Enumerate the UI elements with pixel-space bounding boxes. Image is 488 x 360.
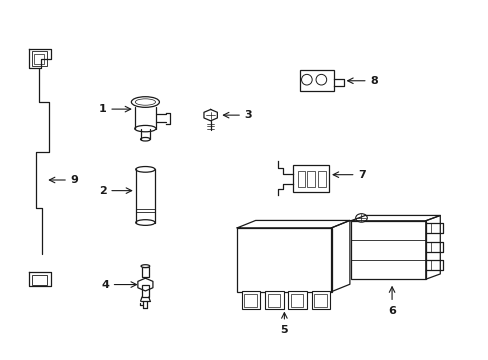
Bar bbox=[142, 285, 148, 297]
Text: 5: 5 bbox=[280, 325, 287, 335]
Text: 9: 9 bbox=[70, 175, 78, 185]
Bar bbox=[265, 291, 283, 309]
Text: 4: 4 bbox=[101, 280, 109, 289]
Text: 6: 6 bbox=[387, 306, 395, 316]
Bar bbox=[242, 291, 260, 309]
Bar bbox=[297, 171, 305, 187]
Bar bbox=[311, 291, 329, 309]
Ellipse shape bbox=[141, 265, 149, 267]
Ellipse shape bbox=[135, 99, 155, 105]
Bar bbox=[317, 171, 325, 187]
Bar bbox=[288, 291, 306, 309]
Bar bbox=[244, 294, 257, 306]
Bar bbox=[34, 54, 44, 64]
Text: 2: 2 bbox=[99, 186, 106, 195]
Bar bbox=[32, 275, 47, 284]
Ellipse shape bbox=[136, 220, 155, 225]
Ellipse shape bbox=[135, 125, 156, 132]
Bar bbox=[300, 70, 333, 91]
Text: 7: 7 bbox=[357, 170, 365, 180]
Bar bbox=[307, 171, 314, 187]
Bar bbox=[32, 51, 47, 66]
Ellipse shape bbox=[136, 167, 155, 172]
Ellipse shape bbox=[140, 138, 150, 141]
Bar bbox=[237, 228, 331, 292]
Bar bbox=[267, 294, 280, 306]
Bar bbox=[313, 294, 326, 306]
Bar bbox=[290, 294, 303, 306]
Circle shape bbox=[355, 214, 366, 222]
Text: 1: 1 bbox=[99, 104, 106, 114]
Ellipse shape bbox=[131, 97, 159, 107]
Ellipse shape bbox=[301, 75, 311, 85]
Bar bbox=[292, 165, 328, 192]
Ellipse shape bbox=[315, 75, 326, 85]
Bar bbox=[350, 221, 425, 279]
Text: 8: 8 bbox=[369, 76, 377, 86]
Bar bbox=[141, 267, 149, 278]
Text: 3: 3 bbox=[244, 110, 252, 120]
